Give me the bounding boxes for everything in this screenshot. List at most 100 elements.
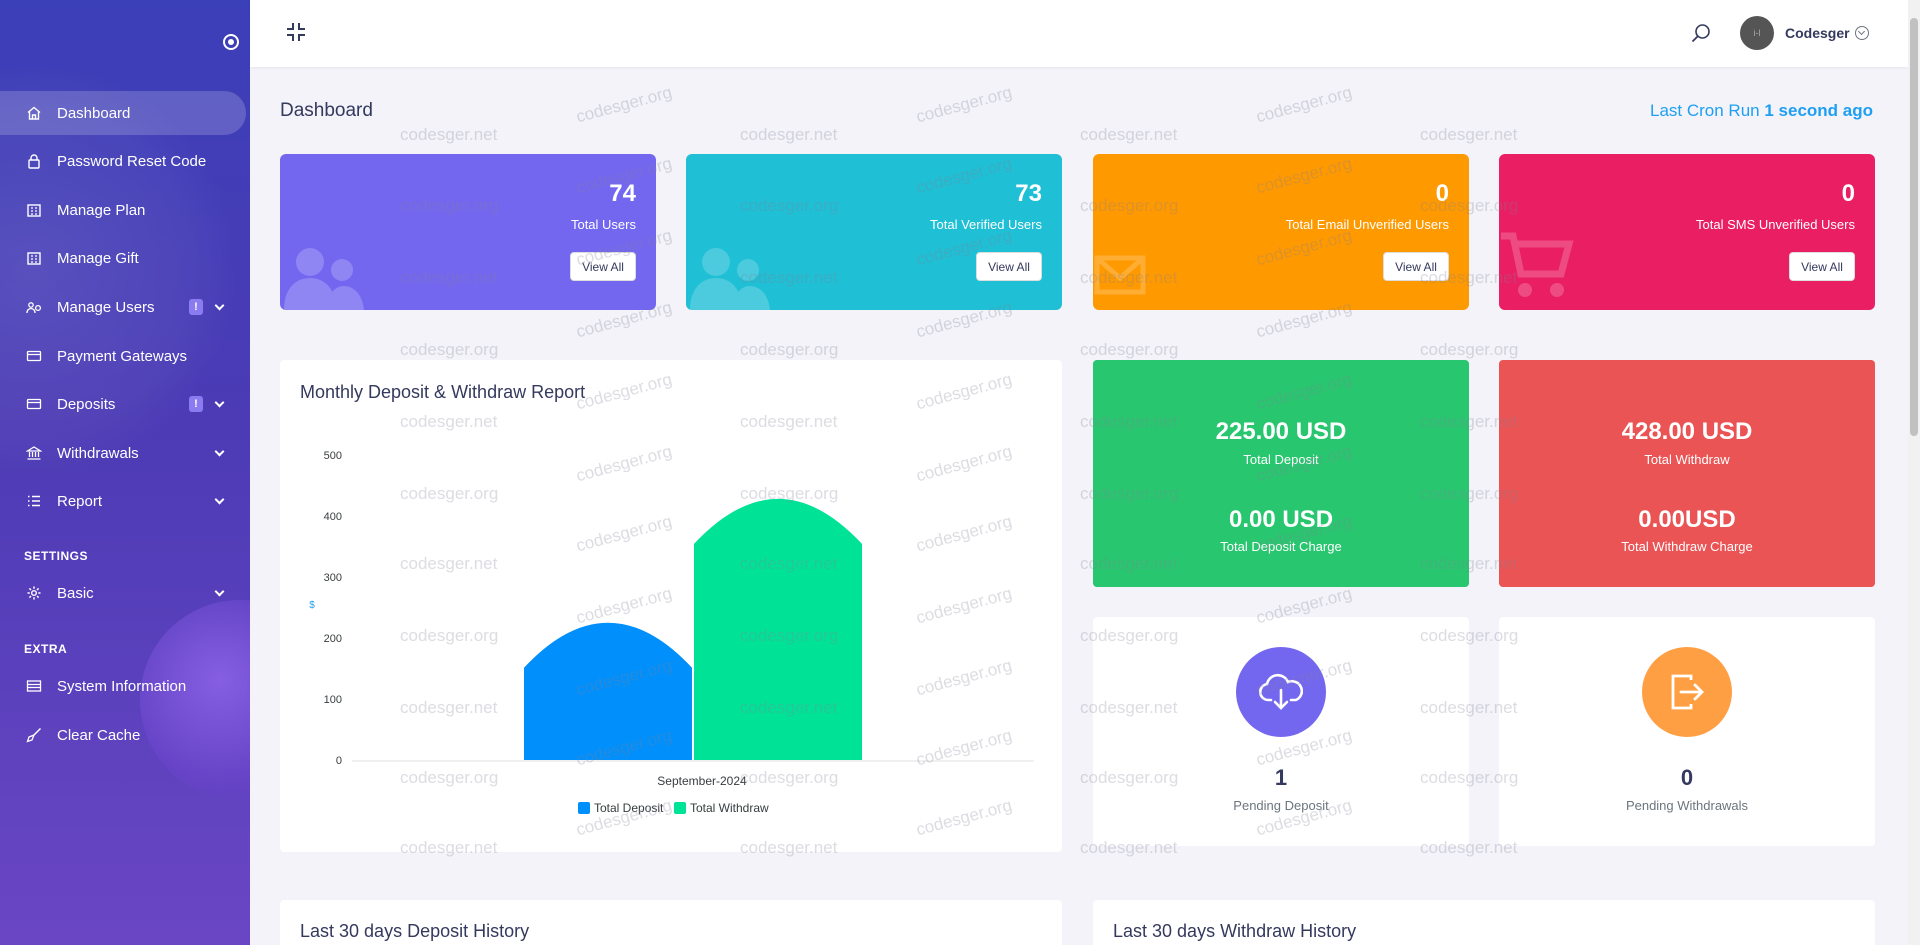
stat-label: Total Users [570, 217, 636, 232]
y-tick-label: 300 [324, 572, 342, 584]
total-withdraw-label: Total Withdraw [1644, 452, 1730, 467]
view-all-button[interactable]: View All [976, 252, 1042, 281]
watermark-text: codesger.net [740, 125, 838, 144]
building-icon [26, 250, 42, 266]
y-tick-label: 0 [336, 755, 342, 767]
y-tick-label: 100 [324, 694, 342, 706]
sidebar-item-payment-gateways[interactable]: Payment Gateways [0, 334, 246, 378]
y-tick-label: 200 [324, 633, 342, 645]
extra-heading: EXTRA [24, 642, 68, 656]
compress-icon[interactable] [286, 22, 306, 42]
chevron-down-icon [214, 586, 225, 597]
sidebar-item-label: Withdrawals [57, 444, 139, 462]
cron-status: Last Cron Run 1 second ago [1650, 101, 1873, 121]
stat-value: 74 [609, 180, 636, 207]
sidebar-item-label: Payment Gateways [57, 347, 188, 365]
view-all-button[interactable]: View All [570, 252, 636, 281]
sidebar-item-manage-users[interactable]: Manage Users ! [0, 285, 246, 329]
stat-card-total-users: 74 Total Users View All [280, 154, 656, 310]
sidebar: Dashboard Password Reset Code Manage Pla… [0, 0, 250, 945]
stat-card-sms-unverified: 0 Total SMS Unverified Users View All [1499, 154, 1875, 310]
watermark-text: codesger.org [1254, 82, 1354, 127]
sidebar-item-label: Report [57, 492, 103, 510]
search-icon[interactable] [1690, 22, 1712, 44]
watermark-text: codesger.org [1420, 340, 1519, 359]
lock-icon [26, 153, 42, 169]
y-tick-label: 400 [324, 511, 342, 523]
stat-label: Total SMS Unverified Users [1696, 217, 1855, 232]
sidebar-item-label: Manage Users [57, 298, 155, 316]
users-cog-icon [26, 299, 42, 315]
alert-badge: ! [189, 299, 203, 315]
pending-deposit-card[interactable]: 1 Pending Deposit [1093, 617, 1469, 846]
sidebar-toggle-icon[interactable] [223, 34, 239, 50]
sidebar-item-manage-gift[interactable]: Manage Gift [0, 236, 246, 280]
scrollbar-thumb[interactable] [1910, 18, 1918, 436]
total-deposit-charge-amount: 0.00 USD [1228, 506, 1334, 533]
sidebar-item-label: Password Reset Code [57, 152, 207, 170]
sidebar-item-system-information[interactable]: System Information [0, 664, 246, 708]
sidebar-item-label: Manage Gift [57, 249, 139, 267]
sidebar-item-label: System Information [57, 677, 187, 695]
sidebar-item-report[interactable]: Report [0, 479, 246, 523]
sidebar-item-password-reset-code[interactable]: Password Reset Code [0, 139, 246, 183]
y-tick-label: 500 [324, 450, 342, 462]
sidebar-item-label: Manage Plan [57, 201, 146, 219]
total-withdraw-card: 428.00 USD Total Withdraw 0.00USD Total … [1499, 360, 1875, 587]
x-tick-label: September-2024 [657, 774, 747, 788]
total-deposit-card: 225.00 USD Total Deposit 0.00 USD Total … [1093, 360, 1469, 587]
deposit-withdraw-chart: 0 100 200 300 400 500 $ September-2024 Total Dep… [309, 450, 1034, 815]
chevron-down-icon [214, 397, 225, 408]
broom-icon [26, 727, 42, 743]
sidebar-item-label: Basic [57, 584, 94, 602]
envelope-icon [1094, 255, 1146, 295]
total-deposit-charge-label: Total Deposit Charge [1220, 539, 1342, 554]
credit-card-icon [26, 396, 42, 412]
sidebar-item-basic[interactable]: Basic [0, 571, 246, 615]
avatar[interactable]: i-l [1740, 16, 1774, 50]
pending-deposit-count: 1 [1274, 765, 1288, 790]
pending-withdrawals-label: Pending Withdrawals [1625, 798, 1749, 813]
watermark-text: codesger.net [1080, 125, 1178, 144]
topbar: i-l Codesger [250, 0, 1908, 67]
legend-marker [674, 802, 686, 814]
gear-icon [26, 585, 42, 601]
sidebar-item-dashboard[interactable]: Dashboard [0, 91, 246, 135]
deposit-history-title: Last 30 days Deposit History [300, 921, 530, 941]
home-icon [26, 105, 42, 121]
sidebar-item-deposits[interactable]: Deposits ! [0, 382, 246, 426]
total-withdraw-amount: 428.00 USD [1621, 418, 1753, 445]
watermark-text: codesger.org [740, 340, 839, 359]
pending-withdrawals-card[interactable]: 0 Pending Withdrawals [1499, 617, 1875, 846]
legend-label: Total Withdraw [690, 801, 769, 815]
deposit-history-card: Last 30 days Deposit History [280, 900, 1062, 945]
server-icon [26, 678, 42, 694]
sidebar-item-clear-cache[interactable]: Clear Cache [0, 713, 246, 757]
sidebar-item-manage-plan[interactable]: Manage Plan [0, 188, 246, 232]
stat-label: Total Email Unverified Users [1285, 217, 1449, 232]
chevron-down-icon[interactable] [1855, 26, 1869, 40]
sidebar-item-label: Deposits [57, 395, 116, 413]
pending-withdrawals-count: 0 [1680, 765, 1694, 790]
sidebar-item-withdrawals[interactable]: Withdrawals [0, 431, 246, 475]
stat-value: 0 [1841, 180, 1855, 207]
withdraw-history-title: Last 30 days Withdraw History [1113, 921, 1357, 941]
chart-title: Monthly Deposit & Withdraw Report [300, 382, 586, 402]
sidebar-item-label: Clear Cache [57, 726, 141, 744]
deposit-withdraw-chart-card: 0 100 200 300 400 500 $ September-2024 Total Dep… [280, 360, 1062, 852]
stat-value: 73 [1015, 180, 1042, 207]
stat-card-verified-users: 73 Total Verified Users View All [686, 154, 1062, 310]
username[interactable]: Codesger [1785, 25, 1850, 41]
watermark-text: codesger.net [400, 125, 498, 144]
legend-label: Total Deposit [594, 801, 664, 815]
view-all-button[interactable]: View All [1789, 252, 1855, 281]
users-icon [690, 248, 770, 310]
settings-heading: SETTINGS [24, 549, 89, 563]
page-title: Dashboard [280, 100, 373, 121]
page-scrollbar[interactable] [1908, 0, 1920, 945]
view-all-button[interactable]: View All [1383, 252, 1449, 281]
total-deposit-amount: 225.00 USD [1215, 418, 1347, 445]
sign-out-icon [1642, 647, 1732, 737]
watermark-text: codesger.org [400, 340, 499, 359]
watermark-text: codesger.org [1080, 340, 1179, 359]
